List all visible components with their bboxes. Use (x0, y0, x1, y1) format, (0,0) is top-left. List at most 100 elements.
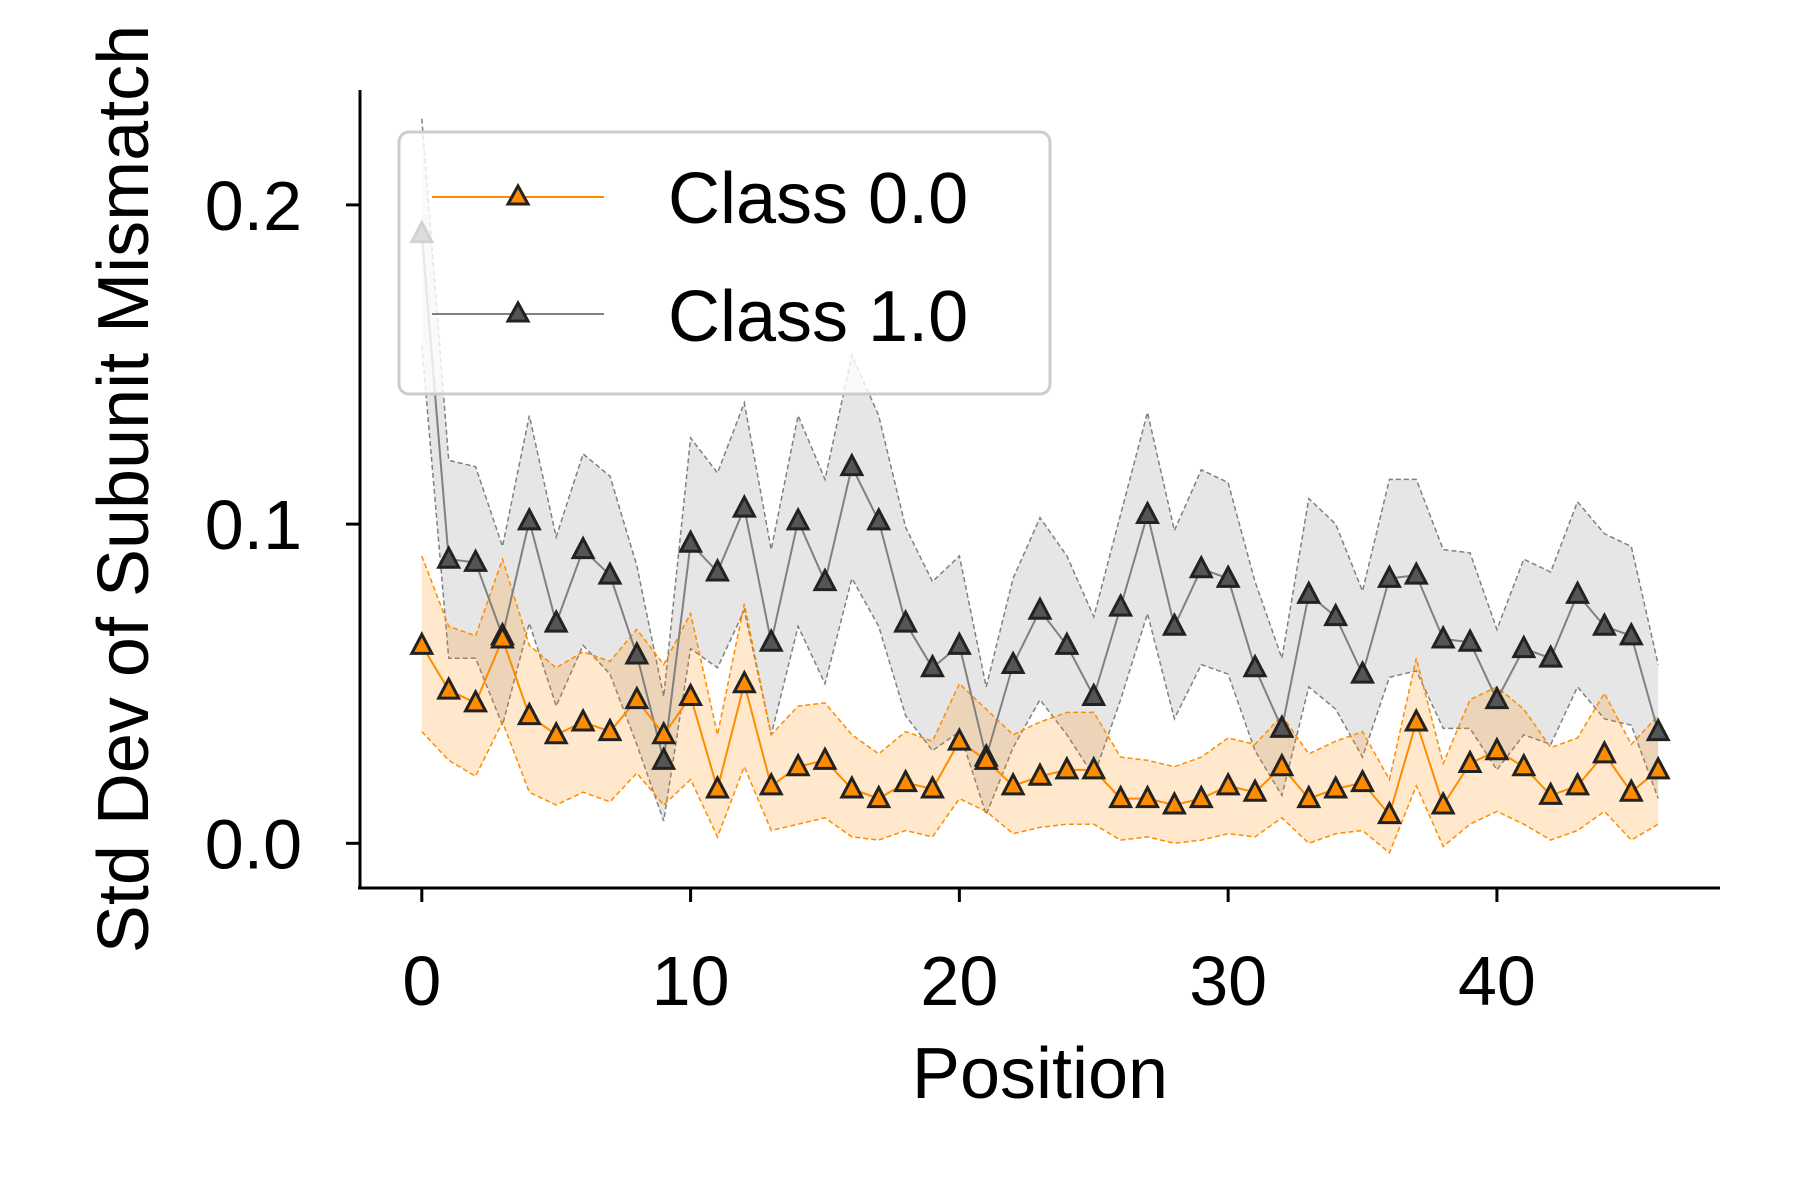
marker-class-1 (1161, 612, 1187, 636)
marker-class-0 (463, 688, 489, 713)
marker-class-1 (1376, 564, 1402, 588)
band-lower-class-1 (421, 345, 1659, 822)
marker-class-0 (893, 768, 919, 793)
marker-class-1 (597, 560, 623, 585)
marker-class-1 (651, 746, 677, 770)
marker-class-0 (973, 746, 999, 770)
marker-class-0 (570, 707, 596, 732)
marker-class-1 (1108, 592, 1134, 617)
marker-class-1 (1296, 580, 1322, 604)
marker-class-1 (1269, 714, 1295, 738)
marker-class-0 (489, 624, 515, 649)
marker-class-1 (463, 548, 489, 572)
band-lower-class-0 (421, 720, 1659, 855)
marker-class-0 (1376, 800, 1402, 825)
marker-class-0 (1511, 752, 1537, 777)
ticks: 0 10 20 30 40 0.0 0.1 0.2 (205, 167, 1536, 1020)
marker-class-1 (1350, 659, 1376, 684)
legend-marker-class-0 (505, 182, 531, 206)
marker-class-1 (516, 506, 542, 531)
marker-class-1 (731, 493, 757, 518)
marker-class-1 (1538, 643, 1564, 668)
x-tick-label: 30 (1189, 942, 1267, 1020)
marker-class-0 (704, 774, 730, 799)
marker-class-0 (1135, 784, 1160, 809)
marker-class-1 (1027, 596, 1053, 620)
marker-class-1 (436, 545, 462, 569)
legend-marker-class-1 (505, 299, 531, 323)
legend-label-class-0: Class 0.0 (668, 159, 968, 239)
marker-class-1 (1242, 653, 1268, 678)
marker-class-0 (812, 746, 838, 770)
marker-class-1 (893, 608, 919, 633)
x-axis-title: Position (912, 1034, 1168, 1114)
marker-class-0 (1645, 755, 1671, 780)
y-tick-label: 0.2 (205, 167, 302, 245)
marker-class-1 (1618, 621, 1644, 646)
marker-class-0 (543, 720, 569, 745)
marker-class-0 (1000, 771, 1026, 796)
marker-class-1 (920, 653, 945, 678)
marker-class-1 (1135, 500, 1160, 525)
marker-class-0 (1161, 790, 1187, 815)
marker-class-0 (1538, 781, 1564, 805)
marker-class-0 (1403, 707, 1429, 732)
marker-class-0 (1457, 749, 1483, 774)
marker-class-0 (946, 726, 972, 751)
marker-class-0 (1027, 762, 1053, 786)
band-upper-class-0 (421, 555, 1659, 782)
marker-class-0 (1430, 790, 1456, 815)
marker-class-1 (1054, 631, 1080, 655)
marker-class-0 (866, 784, 892, 809)
marker-class-1 (1457, 627, 1483, 652)
marker-class-1 (1430, 624, 1456, 649)
marker-class-0 (624, 685, 650, 710)
axes (358, 90, 1720, 890)
marker-class-1 (543, 608, 569, 633)
marker-class-1 (812, 567, 838, 592)
marker-class-1 (1081, 682, 1107, 706)
marker-class-0 (516, 701, 542, 726)
marker-class-1 (1215, 564, 1241, 588)
marker-class-1 (1511, 634, 1537, 659)
marker-class-0 (1242, 778, 1268, 802)
marker-class-1 (704, 557, 730, 582)
marker-class-0 (1054, 755, 1080, 780)
marker-class-0 (731, 669, 757, 694)
y-axis-title: Std Dev of Subunit Mismatch (84, 25, 164, 953)
marker-class-0 (678, 682, 704, 706)
marker-class-0 (436, 675, 462, 700)
marker-class-0 (1296, 784, 1322, 809)
marker-class-0 (1081, 755, 1107, 780)
marker-class-0 (839, 774, 865, 799)
marker-class-1 (1645, 717, 1671, 742)
band-upper-class-1 (421, 118, 1659, 697)
marker-class-0 (1269, 752, 1295, 777)
marker-class-1 (1565, 580, 1591, 604)
marker-class-1 (758, 627, 784, 652)
marker-class-0 (1108, 784, 1134, 809)
marker-class-1 (624, 640, 650, 665)
marker-class-0 (785, 752, 811, 777)
x-tick-label: 0 (402, 942, 441, 1020)
x-tick-label: 40 (1458, 942, 1536, 1020)
marker-class-0 (1323, 774, 1349, 799)
marker-class-1 (866, 506, 892, 531)
marker-class-0 (1350, 768, 1376, 793)
marker-class-1 (570, 535, 596, 560)
marker-class-1 (1484, 685, 1510, 710)
marker-class-1 (946, 631, 972, 655)
marker-class-1 (678, 529, 704, 553)
marker-class-0 (409, 631, 435, 655)
marker-class-0 (920, 774, 945, 799)
marker-class-0 (1188, 784, 1214, 809)
x-tick-label: 20 (920, 942, 998, 1020)
marker-class-0 (1215, 771, 1241, 796)
marker-class-1 (1323, 602, 1349, 627)
y-tick-label: 0.0 (205, 805, 302, 883)
series-markers (409, 219, 1671, 825)
marker-class-0 (1565, 771, 1591, 796)
marker-class-1 (785, 506, 811, 531)
marker-class-1 (839, 452, 865, 477)
